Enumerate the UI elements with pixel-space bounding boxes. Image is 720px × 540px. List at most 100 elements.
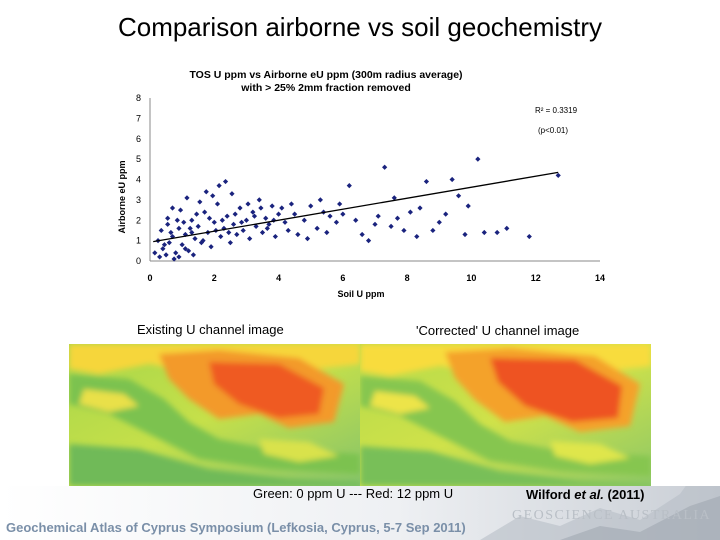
data-point: [234, 231, 240, 238]
footer-text: Geochemical Atlas of Cyprus Symposium (L…: [6, 520, 466, 535]
data-point: [177, 207, 184, 213]
citation-author: Wilford: [526, 487, 571, 502]
x-tick-label: 8: [405, 273, 410, 283]
data-point: [218, 233, 224, 240]
data-point: [157, 254, 163, 260]
data-point: [211, 219, 217, 225]
footer-banner: [0, 486, 720, 540]
data-point: [250, 209, 256, 215]
data-point: [401, 227, 407, 234]
r-squared-label: R² = 0.3319: [535, 106, 578, 115]
data-point: [158, 227, 164, 234]
y-tick-label: 5: [136, 154, 141, 164]
y-tick-label: 3: [136, 195, 141, 205]
data-point: [308, 203, 314, 209]
data-point: [279, 205, 285, 211]
data-point: [555, 172, 561, 179]
data-point: [163, 252, 169, 258]
data-point: [195, 223, 201, 229]
data-point: [372, 221, 378, 227]
data-point: [340, 211, 346, 217]
data-point: [152, 250, 158, 256]
data-point: [176, 254, 182, 260]
chart-trendline-group: [153, 171, 559, 243]
data-point: [333, 219, 340, 225]
data-point: [353, 217, 359, 223]
data-point: [272, 233, 278, 240]
data-point: [229, 191, 235, 197]
data-point: [285, 227, 291, 234]
caption-corrected-image: 'Corrected' U channel image: [416, 323, 580, 338]
data-point: [208, 244, 214, 250]
data-point: [202, 209, 208, 215]
data-point: [256, 197, 262, 203]
data-point: [504, 225, 510, 231]
p-value-label: (p<0.01): [538, 126, 568, 135]
data-point: [288, 201, 295, 207]
chart-title-line-2: with > 25% 2mm fraction removed: [240, 82, 411, 94]
data-point: [275, 211, 282, 217]
x-tick-label: 2: [212, 273, 217, 283]
data-point: [240, 227, 246, 234]
x-tick-label: 0: [147, 273, 152, 283]
data-point: [304, 235, 311, 242]
data-point: [190, 252, 196, 258]
data-point: [194, 211, 200, 217]
data-point: [327, 213, 333, 219]
data-point: [161, 242, 168, 248]
data-point: [197, 199, 203, 205]
data-point: [388, 223, 394, 229]
data-point: [168, 229, 174, 236]
data-point: [203, 189, 209, 195]
scatter-chart: TOS U ppm vs Airborne eU ppm (300m radiu…: [111, 62, 612, 300]
data-point: [232, 211, 238, 217]
data-point: [227, 240, 233, 246]
data-point: [237, 205, 243, 211]
data-point: [166, 240, 172, 246]
data-point: [192, 235, 198, 242]
data-point: [247, 235, 253, 242]
data-point: [160, 246, 166, 252]
data-point: [282, 219, 288, 225]
citation-etal: et al.: [574, 487, 604, 502]
data-point: [253, 223, 259, 229]
y-tick-label: 7: [136, 113, 141, 123]
chart-title-line-1: TOS U ppm vs Airborne eU ppm (300m radiu…: [189, 69, 462, 81]
data-point: [258, 205, 264, 211]
x-axis-label: Soil U ppm: [338, 289, 385, 299]
geoscience-australia-logo: GEOSCIENCE AUSTRALIA: [512, 508, 712, 523]
data-point: [430, 227, 436, 234]
data-point: [417, 205, 423, 211]
data-point: [174, 217, 180, 223]
data-point: [206, 215, 213, 221]
data-point: [182, 246, 188, 252]
data-point: [189, 217, 195, 223]
data-point: [176, 225, 182, 231]
data-point: [173, 250, 179, 256]
data-point: [443, 211, 449, 217]
data-point: [216, 183, 222, 189]
x-tick-label: 12: [531, 273, 541, 283]
corrected-u-channel-image: [360, 344, 651, 486]
data-point: [200, 238, 206, 244]
data-point: [243, 217, 250, 223]
data-point: [169, 205, 176, 211]
data-point: [436, 219, 442, 225]
data-point: [219, 217, 225, 223]
data-point: [263, 215, 269, 221]
y-tick-label: 0: [136, 256, 141, 266]
slide-title: Comparison airborne vs soil geochemistry: [117, 12, 603, 42]
citation: Wilford et al. (2011): [526, 487, 644, 502]
data-point: [449, 176, 455, 183]
data-point: [391, 195, 397, 201]
color-scale-caption: Green: 0 ppm U --- Red: 12 ppm U: [253, 486, 454, 501]
data-point: [494, 229, 500, 236]
data-point: [295, 231, 301, 238]
y-tick-label: 8: [136, 93, 141, 103]
data-point: [184, 195, 190, 201]
data-point: [317, 197, 323, 203]
y-tick-label: 2: [136, 215, 141, 225]
chart-axes: [149, 98, 600, 262]
data-point: [224, 213, 230, 219]
chart-points: [152, 156, 561, 262]
